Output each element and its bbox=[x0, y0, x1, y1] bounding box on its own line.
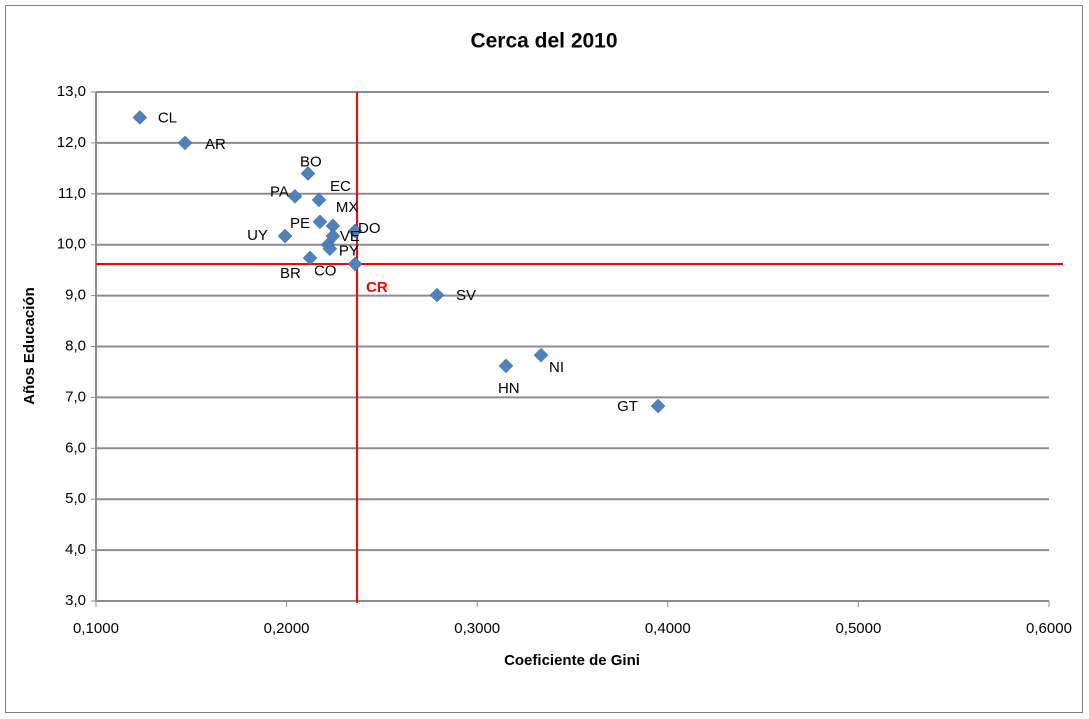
point-label: CL bbox=[158, 109, 177, 126]
y-tick-label: 6,0 bbox=[65, 439, 86, 456]
point-label: GT bbox=[617, 398, 638, 415]
point bbox=[312, 214, 328, 230]
y-tick-label: 3,0 bbox=[65, 592, 86, 609]
x-tick-label: 0,6000 bbox=[1026, 620, 1072, 637]
point-label: HN bbox=[498, 380, 520, 397]
x-tick-label: 0,1000 bbox=[73, 620, 119, 637]
x-axis-title: Coeficiente de Gini bbox=[504, 652, 640, 669]
x-tick-label: 0,3000 bbox=[454, 620, 500, 637]
x-tick-label: 0,2000 bbox=[264, 620, 310, 637]
chart-title: Cerca del 2010 bbox=[470, 30, 617, 53]
point bbox=[177, 135, 193, 151]
point-label: DO bbox=[358, 220, 381, 237]
point-label: CR bbox=[366, 279, 388, 296]
point bbox=[347, 256, 363, 272]
point-label: PY bbox=[339, 243, 359, 260]
x-tick-label: 0,4000 bbox=[645, 620, 691, 637]
y-tick-label: 11,0 bbox=[58, 185, 86, 202]
point-label: UY bbox=[247, 227, 268, 244]
point-label: AR bbox=[205, 136, 226, 153]
point bbox=[650, 398, 666, 414]
y-tick-label: 13,0 bbox=[57, 83, 86, 100]
point-label: NI bbox=[549, 359, 564, 376]
point bbox=[302, 250, 318, 266]
point bbox=[300, 166, 316, 181]
y-tick-label: 5,0 bbox=[65, 490, 86, 507]
y-tick-label: 7,0 bbox=[65, 388, 86, 405]
x-tick-label: 0,5000 bbox=[835, 620, 881, 637]
point-label: CO bbox=[314, 263, 337, 280]
y-tick-label: 4,0 bbox=[65, 541, 86, 558]
y-tick-label: 9,0 bbox=[65, 287, 86, 304]
y-tick-label: 12,0 bbox=[57, 134, 86, 151]
point bbox=[322, 241, 338, 257]
point bbox=[277, 228, 293, 244]
y-tick-label: 10,0 bbox=[57, 236, 86, 253]
point bbox=[429, 287, 445, 303]
point bbox=[132, 110, 148, 125]
y-tick-label: 8,0 bbox=[65, 337, 86, 354]
point-label: MX bbox=[336, 199, 359, 216]
point-label: EC bbox=[330, 178, 351, 195]
point-label: VE bbox=[340, 228, 360, 245]
point-label: PE bbox=[290, 215, 310, 232]
point-label: BR bbox=[280, 265, 301, 282]
point-label: PA bbox=[270, 183, 289, 200]
point bbox=[498, 358, 514, 374]
point bbox=[533, 347, 549, 363]
point bbox=[311, 192, 327, 208]
point-label: SV bbox=[456, 287, 476, 304]
point bbox=[287, 188, 303, 204]
y-axis-title: Años Educación bbox=[21, 287, 38, 405]
point-label: BO bbox=[300, 153, 322, 170]
point bbox=[347, 223, 363, 239]
